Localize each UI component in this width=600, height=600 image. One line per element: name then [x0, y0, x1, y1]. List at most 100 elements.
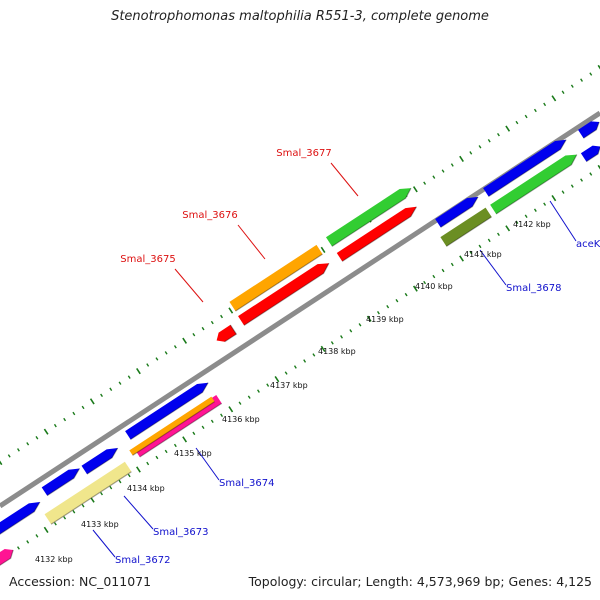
- gene-label[interactable]: Smal_3673: [153, 527, 208, 538]
- gene-feature[interactable]: [81, 444, 121, 475]
- gene-feature[interactable]: [125, 379, 211, 440]
- inner-tick-mark: [312, 353, 316, 357]
- leader-line: [174, 268, 204, 303]
- gene-feature[interactable]: [0, 498, 43, 541]
- tick-labels: 4132 kbp 4133 kbp 4134 kbp 4135 kbp 4136 kbp…: [35, 220, 551, 564]
- inner-tick-mark: [358, 323, 362, 327]
- leader-line: [92, 529, 116, 558]
- outer-tick-mark: [228, 307, 234, 314]
- gene-feature[interactable]: [214, 324, 238, 345]
- inner-tick-mark: [284, 371, 288, 375]
- inner-tick-mark: [164, 449, 168, 454]
- outer-tick-mark: [487, 139, 491, 143]
- gene-arrow[interactable]: [238, 259, 332, 326]
- gene-feature[interactable]: [440, 207, 492, 247]
- gene-arrow[interactable]: [214, 324, 237, 345]
- gene-feature[interactable]: [580, 142, 600, 163]
- gene-label[interactable]: Smal_3678: [506, 283, 561, 294]
- gene-arrow-shade: [495, 154, 578, 215]
- gene-feature[interactable]: [483, 136, 569, 197]
- accession-text: Accession: NC_011071: [9, 574, 152, 589]
- outer-tick-mark: [53, 423, 57, 428]
- outer-tick-mark: [320, 246, 326, 253]
- gene-arrow[interactable]: [325, 184, 414, 247]
- gene-label[interactable]: Smal_3672: [115, 555, 170, 566]
- gene-feature[interactable]: [238, 259, 332, 326]
- gene-arrow[interactable]: [0, 545, 16, 567]
- gene-arrow[interactable]: [435, 193, 481, 228]
- gene-feature[interactable]: [41, 464, 83, 497]
- gene-arrow[interactable]: [0, 498, 43, 541]
- inner-tick-mark: [459, 255, 464, 262]
- gene-feature[interactable]: [325, 184, 414, 247]
- outer-tick-mark: [432, 175, 436, 179]
- gene-feature[interactable]: [229, 244, 323, 312]
- outer-tick-mark: [164, 351, 168, 355]
- gene-arrow[interactable]: [336, 203, 419, 262]
- inner-tick-mark: [266, 383, 270, 387]
- outer-tick-mark: [89, 398, 95, 405]
- gene-arrow[interactable]: [125, 379, 211, 440]
- gene-feature[interactable]: [0, 545, 16, 568]
- outer-tick-mark: [533, 108, 537, 113]
- outer-tick-mark: [561, 90, 565, 94]
- gene-feature[interactable]: [129, 396, 215, 456]
- inner-tick-mark: [469, 250, 473, 255]
- tick-label: 4140 kbp: [415, 282, 453, 291]
- inner-tick-mark: [192, 431, 196, 436]
- genome-summary: Topology: circular; Length: 4,573,969 bp…: [248, 574, 592, 589]
- inner-tick-mark: [274, 375, 280, 383]
- inner-tick-mark: [543, 202, 547, 206]
- gene-arrow[interactable]: [578, 118, 600, 139]
- gene-label[interactable]: Smal_3676: [182, 210, 237, 221]
- gene-arrow[interactable]: [81, 444, 121, 475]
- inner-tick-mark: [432, 274, 436, 279]
- inner-tick-mark: [412, 285, 418, 292]
- gene-feature[interactable]: [44, 461, 132, 525]
- inner-tick-mark: [109, 485, 113, 490]
- map-title: Stenotrophomonas maltophilia R551-3, com…: [111, 9, 489, 24]
- gene-arrow-shade: [235, 253, 323, 312]
- gene-feature[interactable]: [435, 193, 481, 228]
- gene-arrow[interactable]: [129, 396, 215, 456]
- inner-tick-mark: [478, 244, 482, 249]
- inner-tick-mark: [155, 455, 159, 460]
- outer-tick-mark: [505, 125, 511, 132]
- outer-tick-mark: [515, 120, 519, 125]
- inner-tick-mark: [220, 413, 224, 417]
- gene-arrow[interactable]: [44, 461, 132, 525]
- tick-label: 4135 kbp: [174, 449, 212, 458]
- gene-labels: Smal_3677 Smal_3676 Smal_3675 Smal_3678 aceK…: [115, 148, 600, 566]
- gene-arrow[interactable]: [440, 207, 492, 247]
- gene-label[interactable]: Smal_3677: [276, 148, 331, 159]
- outer-tick-mark: [589, 72, 593, 76]
- gene-arrow[interactable]: [41, 464, 83, 496]
- leader-line: [549, 200, 577, 242]
- inner-tick-mark: [238, 401, 242, 405]
- inner-tick-mark: [441, 268, 445, 273]
- gene-label[interactable]: aceK: [576, 239, 600, 250]
- inner-tick-mark: [597, 164, 600, 170]
- gene-arrow[interactable]: [490, 150, 580, 214]
- outer-tick-mark: [136, 367, 141, 375]
- outer-tick-mark: [423, 181, 427, 185]
- gene-arrow[interactable]: [483, 136, 569, 197]
- gene-arrow[interactable]: [229, 244, 323, 312]
- gene-label[interactable]: Smal_3675: [120, 254, 175, 265]
- inner-tick-mark: [81, 504, 85, 508]
- gene-feature[interactable]: [336, 203, 419, 262]
- tick-label: 4141 kbp: [464, 250, 502, 259]
- outer-tick-mark: [597, 64, 600, 70]
- gene-feature[interactable]: [490, 150, 580, 215]
- gene-label[interactable]: Smal_3674: [219, 478, 274, 489]
- gene-arrow[interactable]: [580, 142, 600, 162]
- gene-arrow-shade: [46, 468, 81, 497]
- outer-tick-mark: [35, 436, 39, 440]
- leader-line: [195, 447, 220, 481]
- gene-feature[interactable]: [578, 118, 600, 139]
- gene-arrow-shade: [0, 549, 14, 568]
- outer-tick-mark: [220, 314, 224, 319]
- outer-tick-mark: [26, 442, 30, 446]
- outer-tick-mark: [155, 357, 159, 361]
